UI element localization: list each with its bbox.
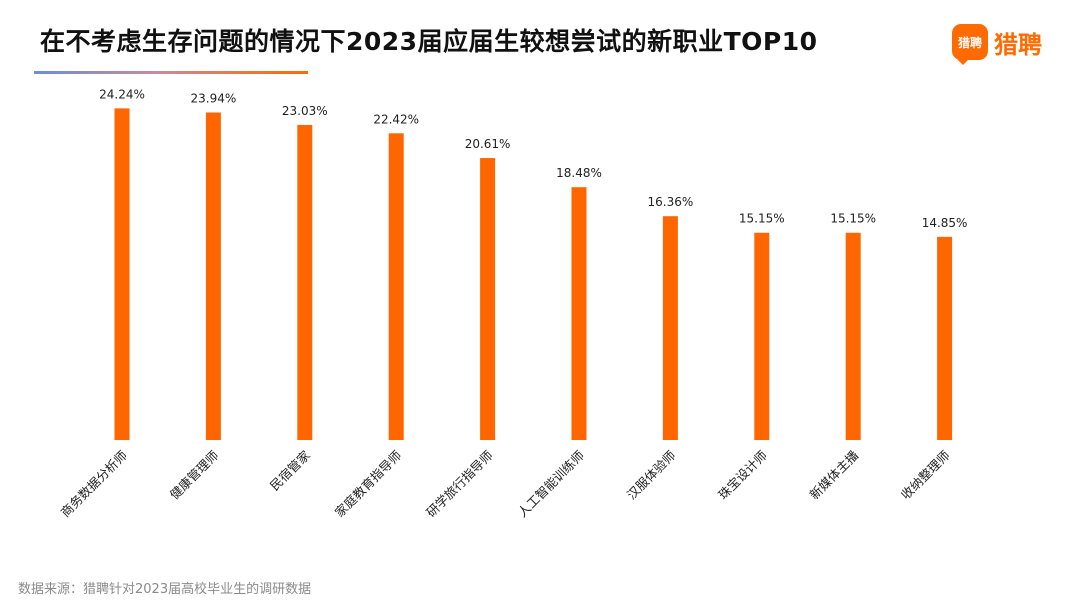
data-label: 23.94% <box>191 92 237 106</box>
data-label: 18.48% <box>556 166 602 180</box>
bar <box>388 133 404 440</box>
data-label: 22.42% <box>373 112 419 126</box>
x-tick-label: 收纳整理师 <box>898 448 953 503</box>
x-tick-label: 研学旅行指导师 <box>423 448 495 520</box>
bar <box>571 187 587 440</box>
data-label: 14.85% <box>922 216 968 230</box>
page-title: 在不考虑生存问题的情况下2023届应届生较想尝试的新职业TOP10 <box>40 27 818 56</box>
bar <box>754 232 770 440</box>
data-label: 23.03% <box>282 104 328 118</box>
data-label: 16.36% <box>648 195 694 209</box>
data-label: 15.15% <box>739 212 785 226</box>
bar <box>297 124 313 441</box>
data-label: 24.24% <box>99 87 145 101</box>
x-tick-label: 汉服体验师 <box>624 448 679 503</box>
title-underline <box>34 71 308 74</box>
bar <box>662 216 678 440</box>
data-label: 20.61% <box>465 137 511 151</box>
x-tick-label: 民宿管家 <box>267 447 313 493</box>
x-tick-label: 新媒体主播 <box>807 447 862 502</box>
brand-name: 猎聘 <box>994 30 1042 59</box>
x-tick-label: 商务数据分析师 <box>58 448 130 520</box>
bar <box>480 158 496 440</box>
brand-logo: 猎聘 猎聘 <box>952 24 1042 65</box>
speech-bubble-logo-icon: 猎聘 <box>952 24 988 65</box>
bar <box>937 236 953 440</box>
data-label: 15.15% <box>830 212 876 226</box>
x-tick-label: 健康管理师 <box>167 448 222 503</box>
x-tick-label: 珠宝设计师 <box>715 448 770 503</box>
x-tick-label: 家庭教育指导师 <box>332 448 404 520</box>
x-tick-label: 人工智能训练师 <box>515 448 587 520</box>
bar <box>205 112 221 441</box>
bar <box>845 232 861 440</box>
bar <box>114 108 130 441</box>
data-source-note: 数据来源：猎聘针对2023届高校毕业生的调研数据 <box>18 582 312 597</box>
